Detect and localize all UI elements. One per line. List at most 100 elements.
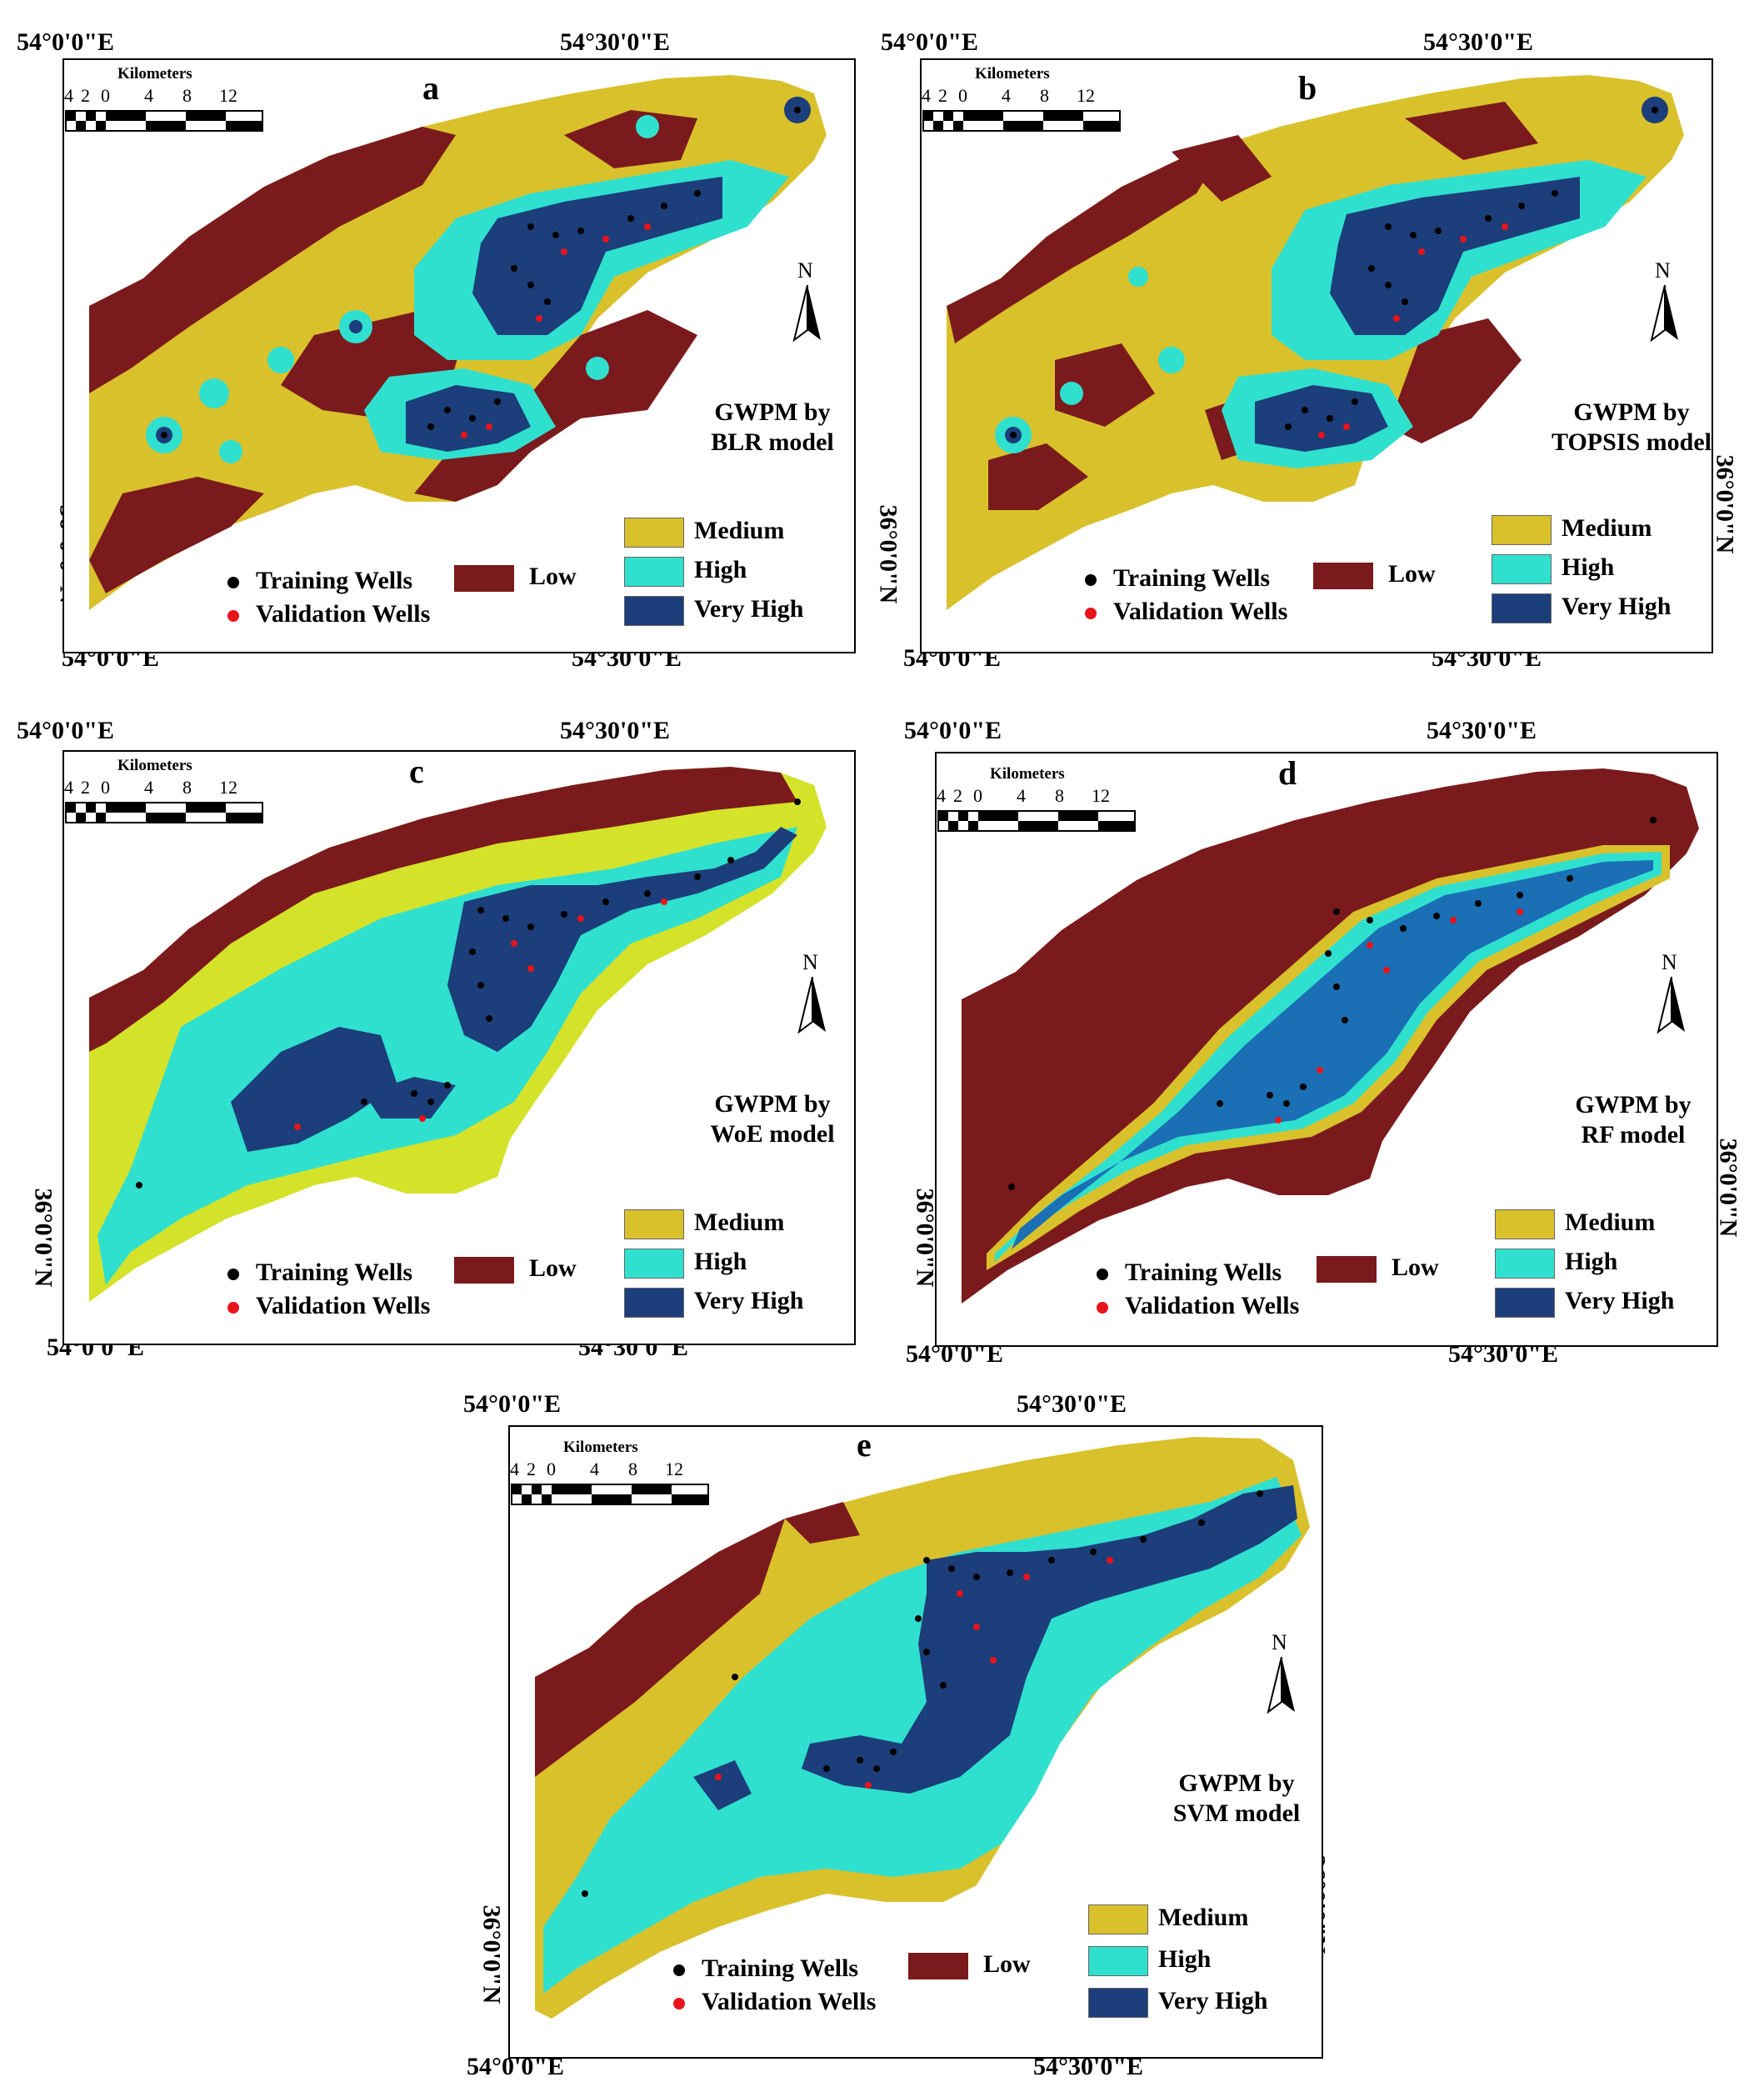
legend-swatch-very-high [1492, 593, 1552, 624]
scale-tick: 4 [1017, 785, 1026, 806]
training-wells-icon [673, 1964, 685, 1977]
legend-swatch-low [454, 565, 514, 593]
scale-bar-title: Kilometers [990, 765, 1065, 783]
scale-tick: 4 [64, 777, 73, 798]
scale-bar: Kilometers 4 2 0 4 8 12 [64, 65, 264, 132]
validation-wells-icon [227, 1302, 239, 1314]
scale-tick: 12 [1077, 85, 1095, 106]
training-wells-icon [227, 1269, 239, 1281]
class-legend: Medium High Very High [1495, 1209, 1674, 1326]
map-caption: GWPM by WoE model [710, 1090, 835, 1148]
map-caption: GWPM by TOPSIS model [1552, 398, 1712, 456]
map-caption: GWPM by SVM model [1172, 1769, 1301, 1827]
scale-bar-graphic [511, 1484, 709, 1505]
validation-wells-icon [1085, 608, 1097, 620]
panel-letter: b [1298, 69, 1317, 107]
panel-letter: c [409, 753, 424, 790]
validation-wells-icon [673, 1998, 685, 2010]
map-study-area-b [947, 75, 1684, 610]
north-arrow-icon [792, 285, 821, 343]
lon-label-top-mid: 54°30'0"E [1423, 28, 1533, 56]
scale-tick: 12 [219, 777, 237, 798]
lat-label-right: 36°0'0"N [1714, 1138, 1742, 1238]
scale-bar-title: Kilometers [117, 65, 192, 83]
scale-tick: 8 [182, 777, 192, 798]
scale-tick: 4 [590, 1459, 599, 1479]
legend-swatch-low [1313, 563, 1373, 590]
legend-swatch-very-high [1088, 1988, 1148, 2019]
validation-wells-icon [227, 610, 239, 623]
training-wells-icon [1097, 1269, 1108, 1281]
legend-swatch-high [624, 557, 684, 588]
scale-bar-title: Kilometers [975, 65, 1050, 83]
legend-swatch-high [1088, 1946, 1148, 1977]
lon-label-top-west: 54°0'0"E [904, 717, 1002, 744]
map-frame-c: c Kilometers 4 2 0 4 8 12 N [62, 750, 856, 1345]
wells-legend: Training Wells Validation Wells [1097, 1259, 1299, 1325]
lon-label-top-mid: 54°30'0"E [560, 28, 670, 56]
scale-bar-graphic [65, 802, 263, 823]
legend-swatch-medium [624, 518, 684, 548]
north-arrow-icon [797, 977, 826, 1034]
legend-low: Low [1313, 560, 1436, 590]
scale-bar: Kilometers 4 2 0 4 8 12 [64, 757, 264, 823]
map-frame-e: e Kilometers 4 2 0 4 8 12 N [508, 1425, 1323, 2059]
scale-tick: 4 [937, 785, 946, 806]
scale-bar: Kilometers 4 2 0 4 8 12 [922, 65, 1122, 132]
scale-bar-title: Kilometers [563, 1439, 638, 1456]
scale-tick: 8 [182, 85, 192, 106]
scale-tick: 4 [64, 85, 73, 106]
scale-tick: 0 [547, 1459, 556, 1479]
north-label: N [802, 950, 818, 974]
lon-label-top-mid: 54°30'0"E [1017, 1390, 1127, 1418]
class-legend: Medium High Very High [1088, 1904, 1267, 2029]
scale-tick: 2 [527, 1459, 536, 1479]
scale-tick: 12 [1092, 785, 1110, 806]
north-label: N [1662, 950, 1677, 974]
legend-swatch-high [1492, 554, 1552, 585]
lon-label-top-west: 54°0'0"E [463, 1390, 561, 1418]
north-arrow: N [796, 950, 829, 1034]
north-arrow-icon [1650, 285, 1678, 343]
scale-bar-graphic [937, 810, 1136, 832]
legend-swatch-high [1495, 1249, 1555, 1279]
north-arrow: N [1648, 258, 1682, 343]
lon-label-top-west: 54°0'0"E [881, 28, 978, 56]
scale-bar-title: Kilometers [117, 757, 192, 774]
scale-tick: 4 [510, 1459, 519, 1479]
north-label: N [1272, 1630, 1287, 1654]
scale-bar: Kilometers 4 2 0 4 8 12 [510, 1439, 710, 1505]
panel-letter: e [857, 1426, 872, 1464]
map-caption: GWPM by RF model [1575, 1091, 1692, 1149]
scale-bar-graphic [922, 110, 1121, 132]
legend-swatch-medium [1088, 1904, 1148, 1935]
panel-letter: d [1278, 754, 1297, 792]
training-wells-icon [1085, 574, 1097, 587]
scale-tick: 8 [1055, 785, 1064, 806]
lat-label-left: 36°0'0"N [29, 1188, 57, 1288]
map-frame-a: a Kilometers 4 2 0 4 8 12 N [62, 58, 856, 653]
legend-low: Low [454, 563, 577, 593]
scale-bar-graphic [65, 110, 263, 132]
legend-low: Low [454, 1254, 577, 1284]
legend-low: Low [908, 1950, 1031, 1980]
scale-tick: 2 [953, 785, 962, 806]
scale-tick: 12 [219, 85, 237, 106]
lat-label-left: 36°0'0"N [911, 1188, 939, 1288]
legend-swatch-low [1317, 1256, 1377, 1284]
map-study-area-c [89, 767, 827, 1302]
scale-tick: 2 [938, 85, 947, 106]
lon-label-top-mid: 54°30'0"E [1427, 717, 1537, 744]
class-legend: Medium High Very High [624, 1209, 803, 1326]
scale-tick: 0 [101, 777, 110, 798]
north-arrow: N [791, 258, 824, 343]
legend-low: Low [1317, 1254, 1439, 1284]
wells-legend: Training Wells Validation Wells [227, 567, 430, 633]
north-arrow-icon [1657, 977, 1685, 1034]
scale-tick: 2 [81, 777, 90, 798]
legend-swatch-medium [1495, 1209, 1555, 1240]
legend-swatch-high [624, 1249, 684, 1279]
lon-label-top-mid: 54°30'0"E [560, 717, 670, 744]
legend-swatch-low [908, 1953, 968, 1980]
map-study-area-e [535, 1437, 1310, 2019]
